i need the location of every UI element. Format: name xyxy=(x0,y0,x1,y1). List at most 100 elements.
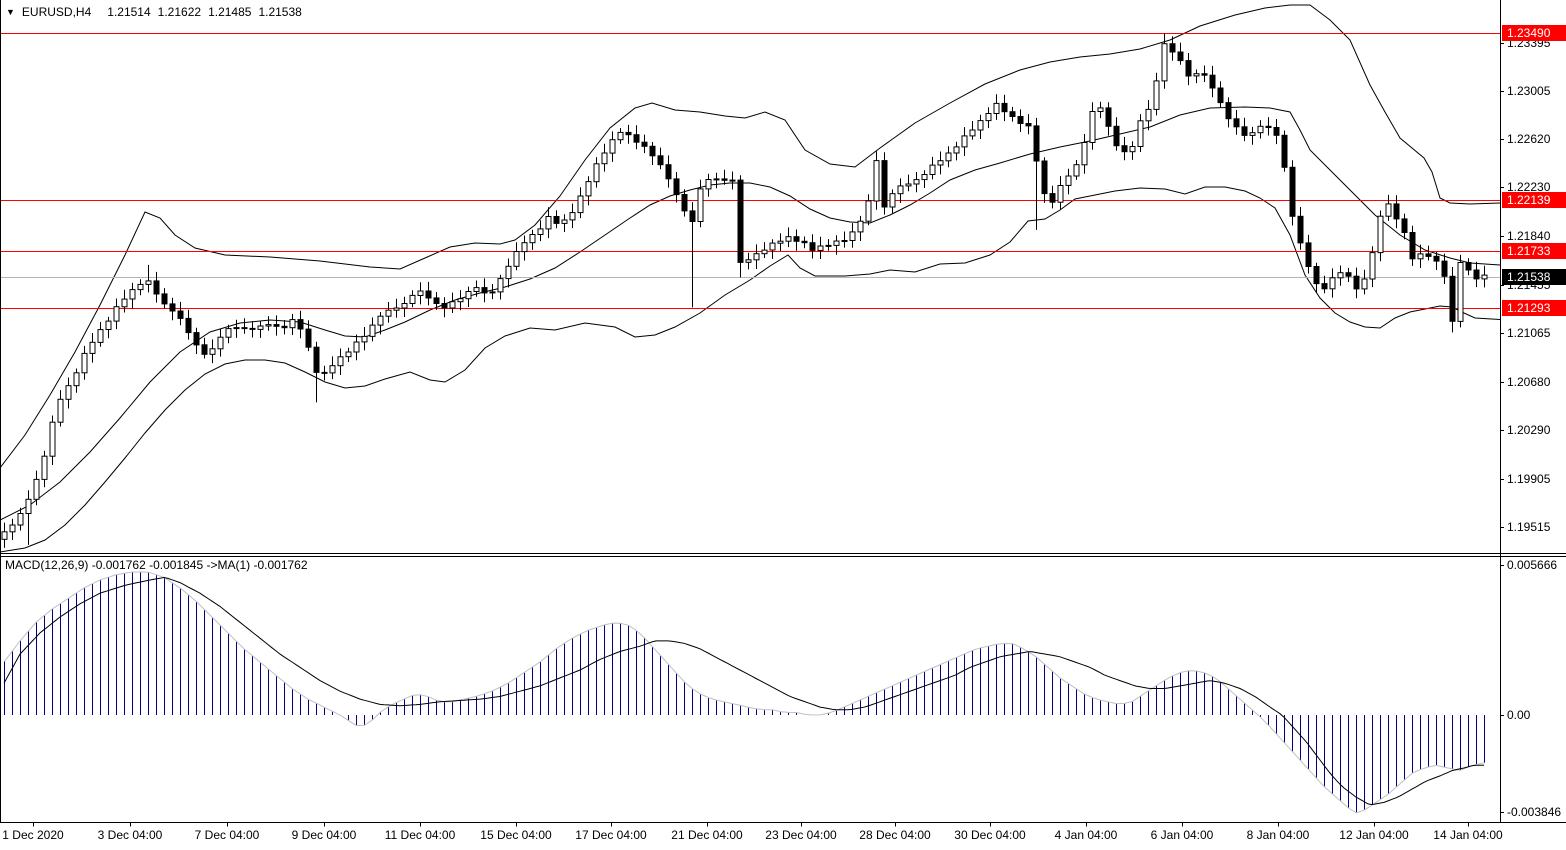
candle-body xyxy=(881,160,888,208)
time-axis-label: 23 Dec 04:00 xyxy=(765,828,837,842)
candle-body xyxy=(793,236,800,242)
candle-body xyxy=(753,253,760,261)
candle-body xyxy=(1393,203,1400,220)
bollinger-upper-band xyxy=(0,4,1501,469)
candle-body xyxy=(665,164,672,180)
candle-body xyxy=(1449,275,1456,322)
candle-body xyxy=(841,240,848,242)
ohlc-low: 1.21485 xyxy=(208,5,252,19)
candle-body xyxy=(505,265,512,280)
candle-body xyxy=(353,341,360,353)
macd-signal-line xyxy=(3,576,1484,806)
candle-body xyxy=(1481,274,1488,280)
candle-body xyxy=(1,531,8,540)
candle-body xyxy=(985,113,992,122)
candle-body xyxy=(1201,73,1208,76)
candle-body xyxy=(521,242,528,253)
symbol-period-label: EURUSD,H4 xyxy=(21,5,92,19)
candle-body xyxy=(617,131,624,141)
candle-body xyxy=(1097,107,1104,113)
candle-body xyxy=(1409,232,1416,260)
candle-body xyxy=(569,212,576,221)
candle-body xyxy=(561,219,568,224)
candle-body xyxy=(57,398,64,423)
level-price-badge xyxy=(1502,25,1566,41)
time-axis-label: 21 Dec 04:00 xyxy=(671,828,743,842)
candle-body xyxy=(1305,242,1312,267)
symbol-header: ▼ EURUSD,H4 1.21514 1.21622 1.21485 1.21538 xyxy=(6,5,309,19)
candle-body xyxy=(1313,266,1320,285)
candle-body xyxy=(1289,166,1296,217)
price-axis-label: 1.22230 xyxy=(1507,180,1551,194)
candle-body xyxy=(89,341,96,354)
candle-body xyxy=(529,234,536,244)
time-axis-label: 1 Dec 2020 xyxy=(2,828,64,842)
candle-body xyxy=(729,179,736,182)
candle-body xyxy=(1113,125,1120,147)
candle-body xyxy=(129,289,136,300)
candle-body xyxy=(9,524,16,533)
candle-body xyxy=(1241,126,1248,136)
candle-body xyxy=(1473,269,1480,280)
candle-body xyxy=(1457,262,1464,322)
time-axis-label: 4 Jan 04:00 xyxy=(1055,828,1118,842)
candle-body xyxy=(657,155,664,166)
time-axis-label: 3 Dec 04:00 xyxy=(98,828,163,842)
candle-body xyxy=(257,325,264,330)
candle-body xyxy=(689,210,696,222)
macd-ma-line xyxy=(4,571,1485,814)
candle-body xyxy=(721,178,728,181)
candle-body xyxy=(889,193,896,208)
candle-body xyxy=(1105,107,1112,127)
candle-body xyxy=(65,385,72,400)
level-price-badge-text: 1.22139 xyxy=(1507,193,1551,207)
candle-body xyxy=(329,365,336,374)
candle-body xyxy=(417,290,424,296)
candle-body xyxy=(81,352,88,374)
candle-body xyxy=(633,134,640,143)
symbol-dropdown-icon[interactable]: ▼ xyxy=(6,7,15,17)
level-price-badge xyxy=(1502,243,1566,259)
candle-body xyxy=(1009,111,1016,117)
candle-body xyxy=(1321,283,1328,290)
candle-body xyxy=(313,346,320,373)
candle-body xyxy=(393,307,400,311)
candle-body xyxy=(873,160,880,202)
candle-body xyxy=(641,141,648,147)
candle-body xyxy=(785,236,792,242)
level-price-badge-text: 1.21293 xyxy=(1507,301,1551,315)
candle-body xyxy=(1025,123,1032,127)
candle-body xyxy=(1057,185,1064,203)
candle-body xyxy=(1089,111,1096,143)
candle-body xyxy=(761,249,768,255)
candle-body xyxy=(897,185,904,195)
candle-body xyxy=(849,231,856,241)
candle-body xyxy=(1081,142,1088,166)
time-axis-label: 9 Dec 04:00 xyxy=(292,828,357,842)
candle-body xyxy=(1161,43,1168,82)
candle-body xyxy=(33,478,40,500)
candle-body xyxy=(41,455,48,480)
candle-body xyxy=(1281,134,1288,168)
time-axis-label: 30 Dec 04:00 xyxy=(954,828,1026,842)
candle-body xyxy=(1369,252,1376,280)
candle-body xyxy=(345,351,352,358)
candle-body xyxy=(289,319,296,329)
candle-body xyxy=(1273,127,1280,136)
candle-body xyxy=(1121,145,1128,153)
price-axis-label: 1.19905 xyxy=(1507,472,1551,486)
candle-body xyxy=(1049,193,1056,203)
candle-body xyxy=(1193,73,1200,77)
ohlc-open: 1.21514 xyxy=(107,5,151,19)
candle-body xyxy=(113,306,120,322)
candle-body xyxy=(73,372,80,387)
candle-body xyxy=(1425,253,1432,257)
candle-body xyxy=(1249,132,1256,136)
candle-body xyxy=(857,220,864,233)
candle-body xyxy=(585,181,592,197)
candle-body xyxy=(1137,120,1144,148)
candle-body xyxy=(1465,262,1472,271)
candle-body xyxy=(249,327,256,330)
candle-body xyxy=(1257,125,1264,134)
